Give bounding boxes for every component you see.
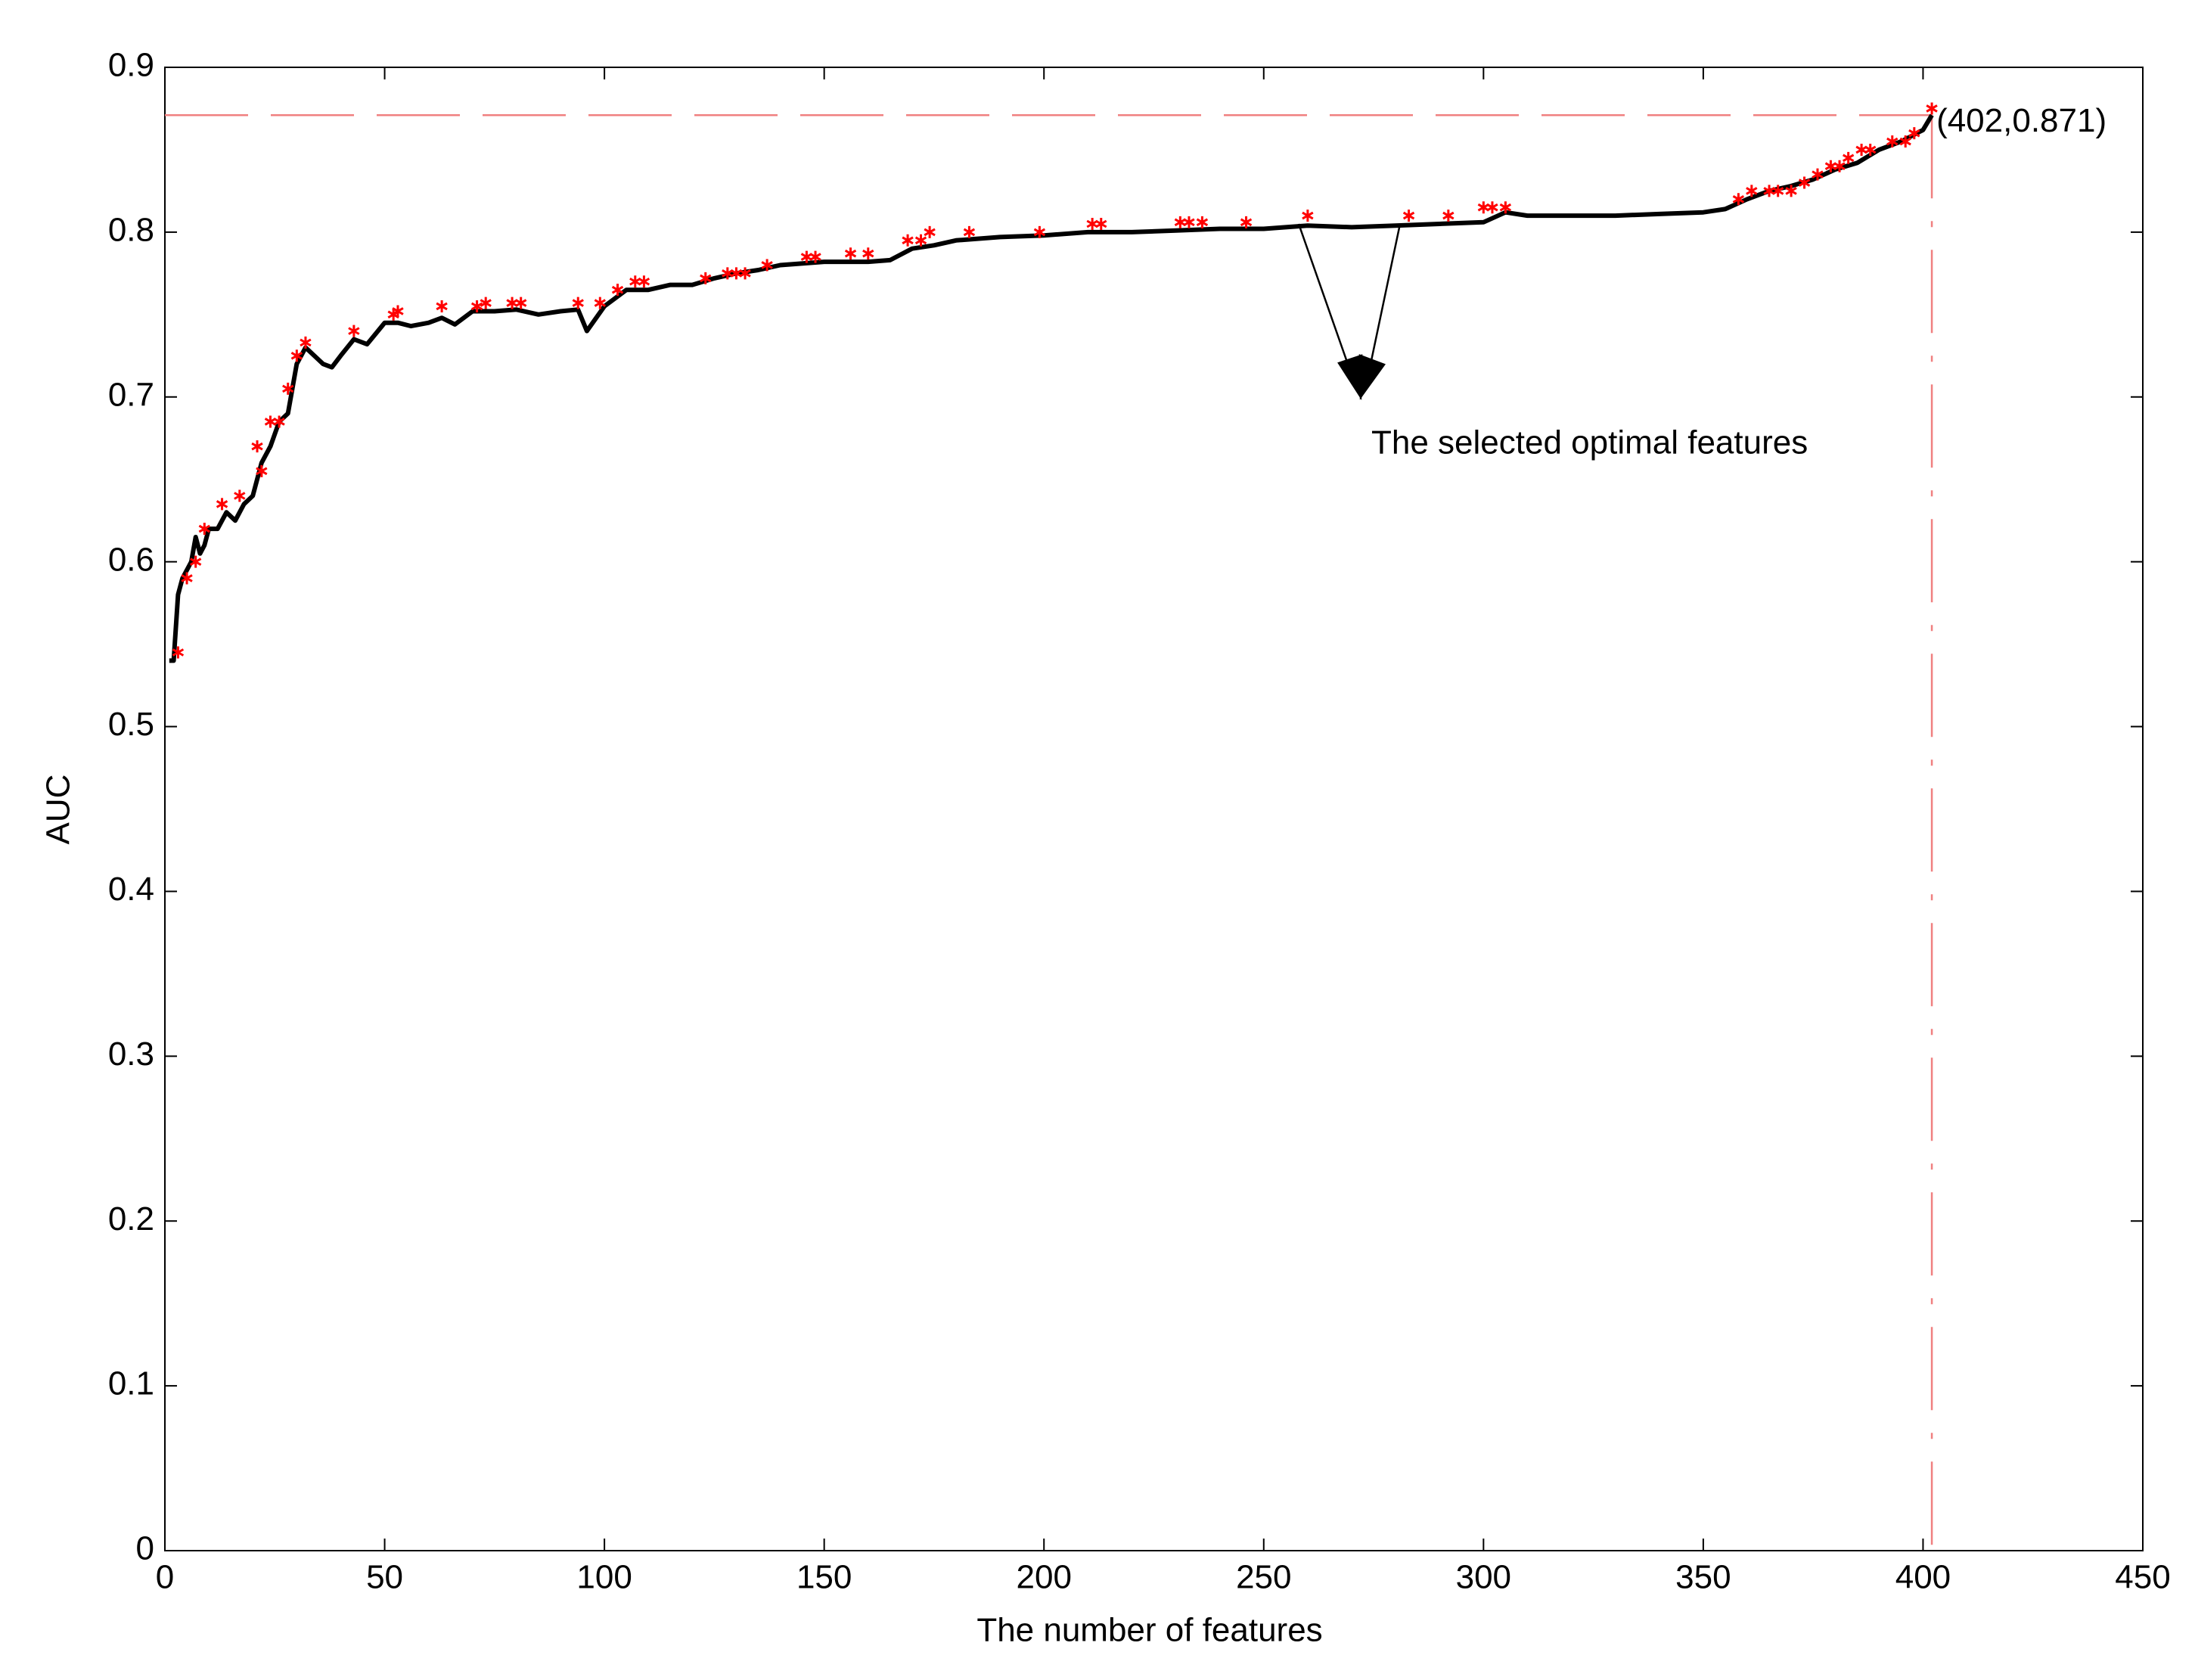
star-marker [1240, 216, 1253, 228]
star-marker [436, 300, 448, 312]
star-marker [1442, 210, 1455, 222]
star-marker [1908, 127, 1920, 140]
x-tick-label: 50 [366, 1559, 403, 1596]
star-marker [1785, 185, 1797, 197]
star-marker [1183, 216, 1195, 228]
star-marker [300, 336, 312, 349]
x-tick-label: 400 [1895, 1559, 1951, 1596]
star-marker [256, 464, 268, 477]
data-line [169, 113, 1934, 663]
star-marker [1402, 210, 1415, 222]
star-marker [480, 297, 492, 309]
star-marker [844, 247, 857, 260]
y-tick-label: 0 [136, 1530, 154, 1567]
x-tick-label: 0 [156, 1559, 174, 1596]
star-marker [1746, 185, 1758, 197]
star-marker [1798, 176, 1811, 189]
star-marker [862, 247, 874, 260]
star-marker [392, 305, 404, 318]
x-tick-label: 100 [576, 1559, 632, 1596]
star-marker [611, 284, 624, 297]
star-marker [1812, 168, 1824, 181]
star-marker [282, 382, 294, 395]
y-tick-label: 0.9 [108, 47, 154, 84]
star-marker [1196, 216, 1209, 228]
star-marker [963, 225, 976, 238]
star-marker [234, 489, 246, 502]
star-marker [1833, 160, 1846, 172]
star-marker [638, 275, 650, 288]
star-marker [1499, 201, 1512, 214]
star-marker [251, 440, 263, 453]
star-marker [1899, 135, 1911, 148]
star-marker [273, 415, 285, 428]
x-tick-label: 150 [796, 1559, 852, 1596]
star-marker [924, 225, 936, 238]
y-tick-label: 0.5 [108, 706, 154, 743]
star-marker [700, 272, 712, 284]
star-marker [1864, 143, 1877, 156]
star-marker [216, 498, 228, 511]
star-marker [739, 267, 751, 280]
star-marker [902, 234, 914, 247]
star-marker [290, 349, 303, 362]
star-marker [1486, 201, 1498, 214]
star-marker [189, 555, 202, 568]
star-marker [1842, 151, 1855, 164]
arrow-line [1365, 223, 1402, 387]
star-marker [761, 259, 773, 272]
star-marker [172, 646, 185, 659]
star-marker [1095, 217, 1107, 230]
y-tick-label: 0.6 [108, 541, 154, 578]
y-tick-label: 0.1 [108, 1365, 154, 1402]
star-marker [198, 523, 210, 536]
x-axis-label: The number of features [976, 1612, 1322, 1649]
y-axis-label: AUC [40, 775, 77, 845]
y-tick-label: 0.4 [108, 871, 154, 908]
star-marker [1886, 135, 1899, 148]
star-marker [809, 250, 821, 263]
y-tick-label: 0.3 [108, 1036, 154, 1073]
star-marker [1926, 102, 1938, 115]
star-marker [1772, 185, 1784, 197]
arrow-line [1297, 223, 1357, 387]
x-tick-label: 200 [1017, 1559, 1072, 1596]
axes-box [164, 67, 2144, 1551]
annotation: (402,0.871) [1936, 102, 2107, 139]
arrow-head [1358, 354, 1386, 400]
star-marker [914, 234, 927, 247]
star-marker [348, 325, 360, 337]
star-marker [515, 297, 527, 309]
star-marker [181, 572, 193, 585]
star-marker [1732, 193, 1745, 206]
x-tick-label: 350 [1675, 1559, 1731, 1596]
x-tick-label: 300 [1456, 1559, 1511, 1596]
y-tick-label: 0.2 [108, 1200, 154, 1237]
arrows [1297, 223, 1402, 401]
x-tick-label: 450 [2115, 1559, 2170, 1596]
star-marker [572, 297, 584, 309]
x-tick-label: 250 [1236, 1559, 1291, 1596]
star-marker [1033, 225, 1046, 238]
star-marker [1302, 210, 1314, 222]
annotation: The selected optimal features [1371, 424, 1808, 461]
y-tick-label: 0.8 [108, 212, 154, 249]
star-marker [594, 297, 606, 309]
star-marker [470, 300, 483, 312]
y-tick-label: 0.7 [108, 376, 154, 413]
